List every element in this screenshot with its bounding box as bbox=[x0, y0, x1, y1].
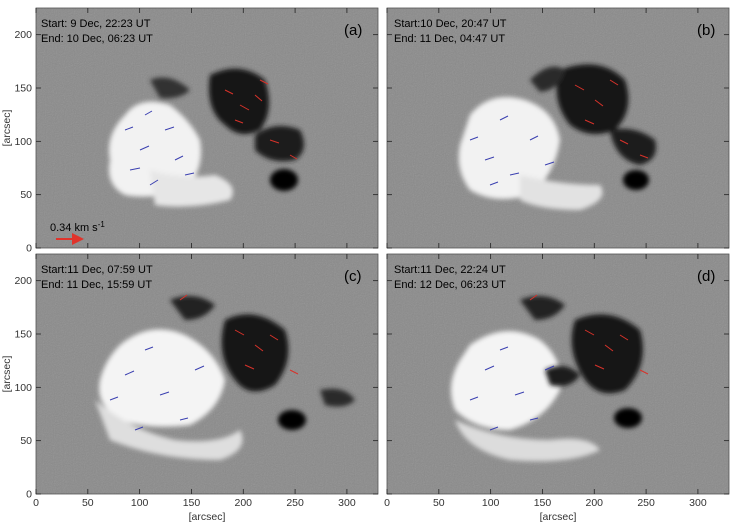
y-tick-label: 100 bbox=[14, 136, 32, 148]
x-axis-label: [arcsec] bbox=[540, 511, 577, 523]
panel-d-negative-polarity bbox=[520, 296, 643, 428]
panel-c-annotations: Start:11 Dec, 07:59 UT End: 11 Dec, 15:5… bbox=[41, 264, 362, 291]
x-tick-label: 150 bbox=[183, 497, 201, 509]
panel-a-velocity-arrows bbox=[124, 79, 298, 186]
x-tick-label: 50 bbox=[433, 497, 445, 509]
x-tick-label: 150 bbox=[534, 497, 552, 509]
panel-b-start: Start:10 Dec, 20:47 UT bbox=[394, 18, 507, 30]
panel-d-positive-polarity bbox=[451, 331, 600, 462]
panel-a-start: Start: 9 Dec, 22:23 UT bbox=[41, 18, 151, 30]
panel-c-negative-polarity bbox=[170, 296, 355, 430]
y-tick-label: 150 bbox=[14, 83, 32, 95]
panel-a-end: End: 10 Dec, 06:23 UT bbox=[41, 33, 153, 45]
panel-d-start: Start:11 Dec, 22:24 UT bbox=[394, 264, 506, 276]
panel-d-label: (d) bbox=[697, 268, 715, 285]
panel-d-velocity-arrows bbox=[469, 294, 649, 431]
panel-c-end: End: 11 Dec, 15:59 UT bbox=[41, 279, 152, 291]
y-tick-label: 200 bbox=[14, 275, 32, 287]
panel-a-annotations: Start: 9 Dec, 22:23 UT End: 10 Dec, 06:2… bbox=[41, 18, 362, 245]
panel-a-label: (a) bbox=[344, 22, 362, 39]
panel-d-end: End: 12 Dec, 06:23 UT bbox=[394, 279, 506, 291]
y-tick-label: 0 bbox=[26, 243, 32, 255]
panel-a bbox=[36, 8, 378, 248]
panel-b-velocity-arrows bbox=[469, 79, 649, 186]
y-axis-label: [arcsec] bbox=[1, 356, 13, 393]
reference-vector-label: 0.34 km s-1 bbox=[50, 220, 105, 234]
panel-a-negative-polarity bbox=[150, 68, 304, 191]
x-axis-label: [arcsec] bbox=[189, 511, 226, 523]
axes-layer: 0 50 100 150 200 [arcsec] 0 50 100 150 200 0 50 100 15… bbox=[1, 8, 729, 523]
panel-b-negative-polarity bbox=[530, 64, 656, 190]
panel-c-start: Start:11 Dec, 07:59 UT bbox=[41, 264, 153, 276]
y-tick-label: 150 bbox=[14, 329, 32, 341]
panel-c-label: (c) bbox=[344, 268, 362, 285]
panel-b-label: (b) bbox=[697, 22, 715, 39]
panel-d bbox=[387, 254, 729, 494]
panel-c bbox=[36, 254, 378, 494]
x-tick-label: 100 bbox=[131, 497, 149, 509]
panel-a-positive-polarity bbox=[109, 101, 233, 207]
y-axis-label: [arcsec] bbox=[1, 110, 13, 147]
x-tick-label: 300 bbox=[689, 497, 707, 509]
y-tick-label: 50 bbox=[20, 189, 32, 201]
y-tick-label: 100 bbox=[14, 382, 32, 394]
x-tick-label: 50 bbox=[82, 497, 94, 509]
x-tick-label: 200 bbox=[235, 497, 253, 509]
y-tick-label: 0 bbox=[26, 489, 32, 501]
panel-c-positive-polarity bbox=[95, 329, 243, 460]
panel-d-annotations: Start:11 Dec, 22:24 UT End: 12 Dec, 06:2… bbox=[394, 264, 715, 291]
x-tick-label: 100 bbox=[482, 497, 500, 509]
x-tick-label: 0 bbox=[384, 497, 390, 509]
panel-a-noise bbox=[36, 8, 378, 248]
x-tick-label: 300 bbox=[338, 497, 356, 509]
panel-a-frame bbox=[35, 7, 379, 249]
panel-c-velocity-arrows bbox=[109, 294, 299, 431]
x-tick-label: 0 bbox=[33, 497, 39, 509]
x-tick-label: 250 bbox=[286, 497, 304, 509]
y-tick-label: 50 bbox=[20, 435, 32, 447]
x-tick-label: 250 bbox=[637, 497, 655, 509]
panel-b-frame bbox=[386, 7, 730, 249]
panel-b-annotations: Start:10 Dec, 20:47 UT End: 11 Dec, 04:4… bbox=[394, 18, 715, 45]
panel-b bbox=[387, 8, 729, 248]
panel-d-frame bbox=[386, 253, 730, 495]
panel-c-frame bbox=[35, 253, 379, 495]
panel-b-end: End: 11 Dec, 04:47 UT bbox=[394, 33, 505, 45]
panel-b-positive-polarity bbox=[458, 97, 603, 210]
x-tick-label: 200 bbox=[586, 497, 604, 509]
y-tick-label: 200 bbox=[14, 29, 32, 41]
